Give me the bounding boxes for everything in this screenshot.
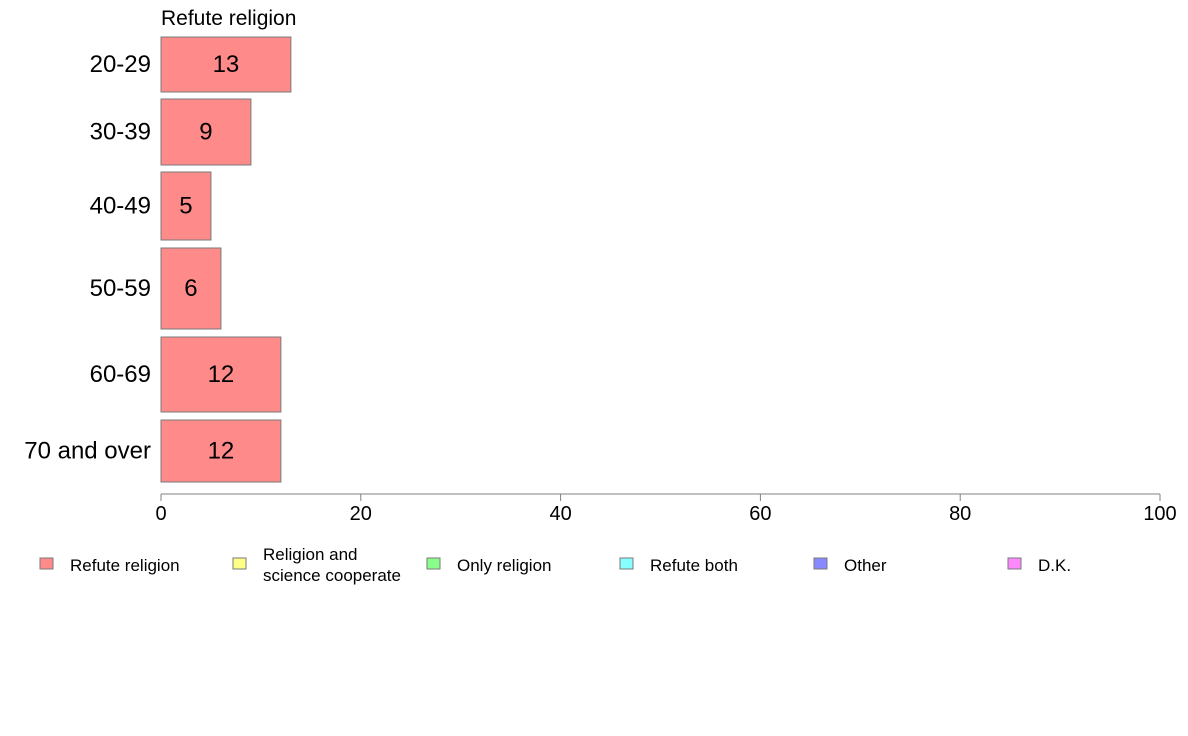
x-tick-label: 20 xyxy=(350,503,372,525)
category-label: 70 and over xyxy=(24,438,151,465)
legend-swatch xyxy=(813,557,828,570)
legend-swatch xyxy=(232,557,247,570)
bar-5 xyxy=(160,419,282,483)
legend-swatch xyxy=(39,557,54,570)
category-label: 30-39 xyxy=(90,119,151,146)
bar-3 xyxy=(160,247,222,330)
x-tick-label: 40 xyxy=(549,503,571,525)
x-axis: 0 20 40 60 80 100 xyxy=(155,493,1177,525)
data-label: 12 xyxy=(208,361,235,388)
legend-swatch xyxy=(1007,557,1022,570)
legend-item: Other xyxy=(813,556,887,575)
legend-label: D.K. xyxy=(1038,556,1071,575)
category-label: 20-29 xyxy=(90,51,151,78)
legend-label: Refute both xyxy=(650,556,738,575)
data-label: 12 xyxy=(208,438,235,465)
panel-title: Refute religion xyxy=(161,7,296,30)
legend-label: Other xyxy=(844,556,887,575)
legend-item: Only religion xyxy=(426,556,552,575)
category-label: 50-59 xyxy=(90,275,151,302)
x-tick-label: 100 xyxy=(1143,503,1176,525)
data-label: 9 xyxy=(199,119,212,146)
legend-swatch xyxy=(426,557,441,570)
data-label: 5 xyxy=(179,193,192,220)
data-label: 13 xyxy=(213,51,240,78)
category-label: 60-69 xyxy=(90,361,151,388)
legend-label: Only religion xyxy=(457,556,552,575)
bar-0 xyxy=(160,36,292,93)
legend-swatch xyxy=(619,557,634,570)
x-tick-label: 60 xyxy=(749,503,771,525)
category-label: 40-49 xyxy=(90,193,151,220)
bar-1 xyxy=(160,98,252,166)
legend-item: Religion and science cooperate xyxy=(232,545,401,585)
legend: Refute religion Religion and science coope… xyxy=(39,545,1071,585)
data-label: 6 xyxy=(184,275,197,302)
legend-label: Refute religion xyxy=(70,556,180,575)
legend-item: D.K. xyxy=(1007,556,1071,575)
legend-label: Religion and science cooperate xyxy=(263,545,401,585)
bar-2 xyxy=(160,171,212,241)
x-tick-label: 80 xyxy=(949,503,971,525)
bar-4 xyxy=(160,336,282,413)
legend-item: Refute religion xyxy=(39,556,180,575)
bars: 20-29 13 30-39 9 40-49 5 50-59 6 60-69 12 70 and o… xyxy=(24,36,292,483)
legend-item: Refute both xyxy=(619,556,738,575)
x-tick-label: 0 xyxy=(155,503,166,525)
